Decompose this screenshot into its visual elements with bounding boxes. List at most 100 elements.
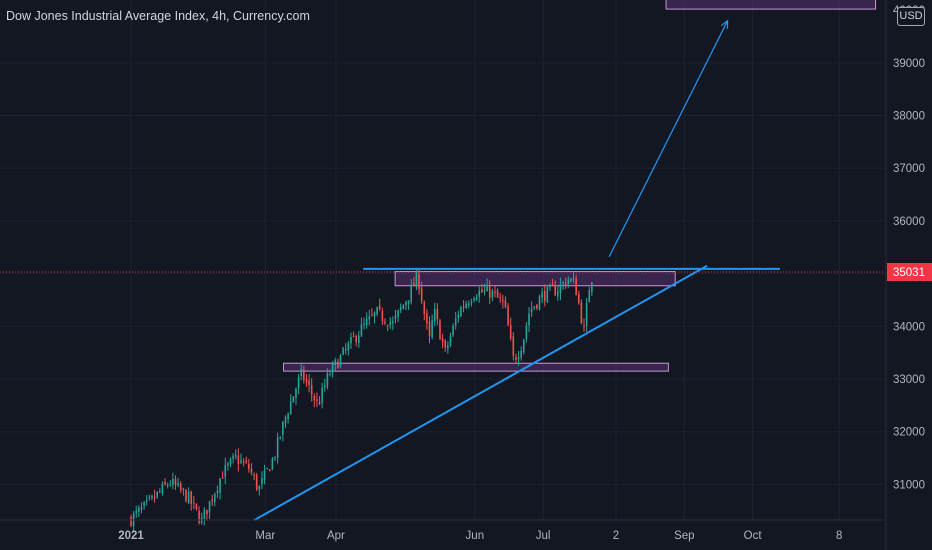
chart-grid [0, 0, 885, 520]
candle-body [449, 336, 452, 346]
candle-body [570, 278, 572, 282]
candle-body [237, 455, 240, 465]
candle-body [397, 310, 399, 317]
candle-body [460, 307, 462, 317]
candle-body [577, 293, 580, 304]
candle-body [331, 363, 334, 373]
candle-body [502, 299, 504, 302]
candle-body [287, 414, 289, 419]
candle-body [140, 507, 143, 510]
candle-body [454, 318, 457, 326]
candle-body [376, 307, 378, 315]
candle-body [130, 516, 132, 526]
candle-body [355, 336, 357, 342]
candle-body [433, 308, 436, 322]
candle-body [363, 323, 365, 325]
candle-body [151, 495, 153, 499]
chart-title: Dow Jones Industrial Average Index, 4h, … [6, 9, 310, 23]
candle-body [219, 478, 221, 493]
candle-body [439, 320, 441, 340]
trendline [253, 264, 708, 522]
candle-body [321, 387, 323, 404]
candle-body [208, 501, 211, 513]
candle-body [360, 324, 363, 337]
price-tick-label: 31000 [893, 479, 925, 491]
candle-body [255, 475, 258, 490]
candle-body [407, 300, 410, 304]
candle-body [352, 335, 355, 337]
candle-body [373, 312, 376, 317]
time-axis[interactable]: 2021 Mar Apr Jun Jul 2 Sep Oct 8 [118, 530, 842, 542]
candle-body [546, 286, 549, 303]
candle-body [169, 484, 172, 486]
candle-body [339, 355, 342, 367]
candle-body [245, 460, 248, 463]
candle-body [392, 320, 394, 323]
candle-body [203, 509, 206, 519]
candle-body [329, 373, 331, 375]
candle-body [206, 509, 208, 515]
candle-body [447, 345, 449, 349]
candle-body [135, 510, 138, 514]
candle-body [305, 378, 308, 383]
candle-body [268, 469, 271, 472]
candle-body [431, 319, 433, 338]
candle-body [308, 380, 310, 386]
candle-body [541, 292, 543, 298]
candle-body [583, 325, 585, 327]
candle-body [496, 290, 499, 298]
currency-button[interactable]: USD [897, 7, 925, 26]
candle-body [564, 282, 567, 286]
candle-body [310, 385, 313, 395]
candle-body [313, 396, 316, 401]
candle-body [143, 502, 145, 507]
candle-body [499, 297, 502, 299]
candle-body [263, 470, 266, 480]
candle-body [580, 302, 583, 324]
candle-body [132, 513, 135, 526]
candle-body [504, 300, 507, 307]
candle-body [164, 481, 166, 485]
candle-body [528, 313, 530, 326]
price-tick-label: 38000 [893, 111, 925, 123]
candle-body [248, 463, 250, 469]
candle-body [347, 343, 350, 351]
candle-body [334, 360, 337, 366]
candle-body [253, 474, 255, 476]
last-price-label: 35031 [893, 267, 925, 279]
candle-body [488, 286, 491, 298]
price-tick-label: 37000 [893, 163, 925, 175]
candle-body [481, 289, 483, 293]
price-tick-label: 32000 [893, 427, 925, 439]
candle-body [337, 361, 339, 369]
candle-body [394, 315, 397, 320]
candle-body [512, 336, 515, 356]
candle-body [478, 290, 481, 297]
candle-body [420, 287, 423, 302]
target-zone [665, 0, 877, 10]
candle-body [475, 297, 478, 300]
candle-body [491, 290, 494, 298]
candle-body [159, 491, 161, 493]
candle-body [182, 488, 185, 490]
candle-body [344, 348, 347, 351]
candle-body [415, 272, 418, 288]
target-arrow [608, 20, 729, 258]
candle-body [358, 335, 360, 344]
candle-body [452, 325, 454, 336]
candle-body [276, 437, 279, 458]
candle-body [224, 464, 227, 477]
candle-body [551, 284, 554, 287]
candle-body [213, 493, 216, 503]
price-tick-label: 39000 [893, 58, 925, 70]
candle-body [216, 490, 219, 493]
candle-body [389, 322, 392, 326]
price-tick-label: 33000 [893, 374, 925, 386]
candle-body [221, 477, 224, 479]
candle-body [326, 373, 329, 387]
candle-body [148, 497, 151, 499]
candle-body [266, 468, 268, 470]
time-tick-label: Jul [536, 530, 551, 542]
candles [130, 267, 593, 531]
